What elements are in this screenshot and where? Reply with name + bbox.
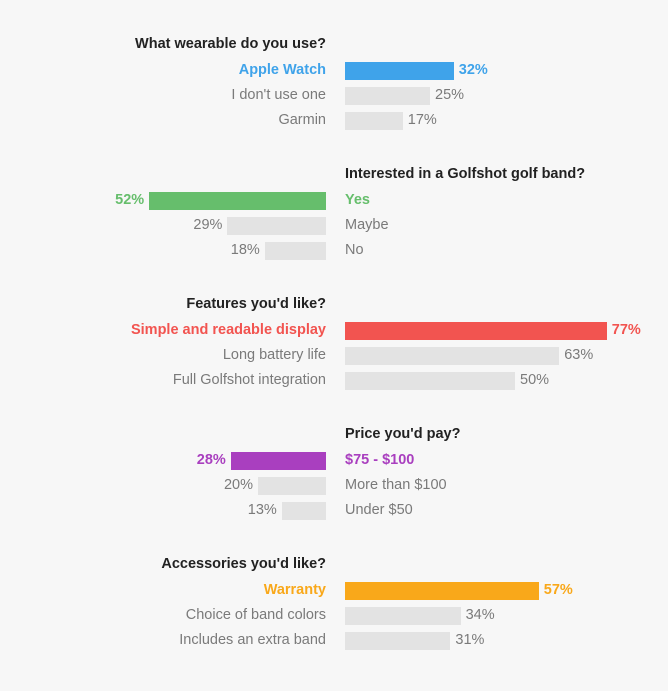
chart-title: Accessories you'd like? bbox=[161, 556, 326, 572]
bar bbox=[264, 242, 326, 260]
bar bbox=[230, 452, 326, 470]
bar bbox=[345, 372, 515, 390]
category-label: Yes bbox=[345, 192, 370, 208]
value-label: 18% bbox=[230, 242, 260, 258]
chart-title: Price you'd pay? bbox=[345, 426, 461, 442]
value-label: 77% bbox=[611, 322, 641, 338]
chart-title: Features you'd like? bbox=[186, 296, 326, 312]
bar bbox=[345, 582, 539, 600]
category-label: I don't use one bbox=[231, 87, 326, 103]
bar bbox=[345, 322, 607, 340]
bar bbox=[258, 477, 326, 495]
bar bbox=[345, 62, 454, 80]
bar bbox=[149, 192, 326, 210]
category-label: Includes an extra band bbox=[179, 632, 326, 648]
category-label: $75 - $100 bbox=[345, 452, 415, 468]
category-label: Apple Watch bbox=[238, 62, 326, 78]
category-label: Simple and readable display bbox=[130, 322, 326, 338]
value-label: 32% bbox=[458, 62, 488, 78]
value-label: 31% bbox=[455, 632, 485, 648]
category-label: Full Golfshot integration bbox=[172, 372, 326, 388]
value-label: 17% bbox=[407, 112, 437, 128]
category-label: Maybe bbox=[345, 217, 389, 233]
bar bbox=[345, 87, 430, 105]
category-label: More than $100 bbox=[345, 477, 447, 493]
value-label: 25% bbox=[435, 87, 465, 103]
value-label: 34% bbox=[465, 607, 495, 623]
bar bbox=[227, 217, 326, 235]
bar bbox=[345, 112, 403, 130]
value-label: 29% bbox=[193, 217, 223, 233]
category-label: Under $50 bbox=[345, 502, 413, 518]
category-label: Garmin bbox=[278, 112, 326, 128]
value-label: 63% bbox=[564, 347, 594, 363]
category-label: Warranty bbox=[263, 582, 326, 598]
category-label: Choice of band colors bbox=[185, 607, 326, 623]
value-label: 52% bbox=[115, 192, 145, 208]
value-label: 20% bbox=[223, 477, 253, 493]
value-label: 13% bbox=[247, 502, 277, 518]
category-label: No bbox=[345, 242, 364, 258]
bar bbox=[345, 347, 560, 365]
chart-title: What wearable do you use? bbox=[135, 36, 326, 52]
chart-title: Interested in a Golfshot golf band? bbox=[345, 166, 586, 182]
value-label: 50% bbox=[520, 372, 550, 388]
bar bbox=[345, 632, 451, 650]
value-label: 28% bbox=[196, 452, 226, 468]
bar bbox=[345, 607, 461, 625]
bar bbox=[281, 502, 326, 520]
category-label: Long battery life bbox=[222, 347, 326, 363]
value-label: 57% bbox=[543, 582, 573, 598]
